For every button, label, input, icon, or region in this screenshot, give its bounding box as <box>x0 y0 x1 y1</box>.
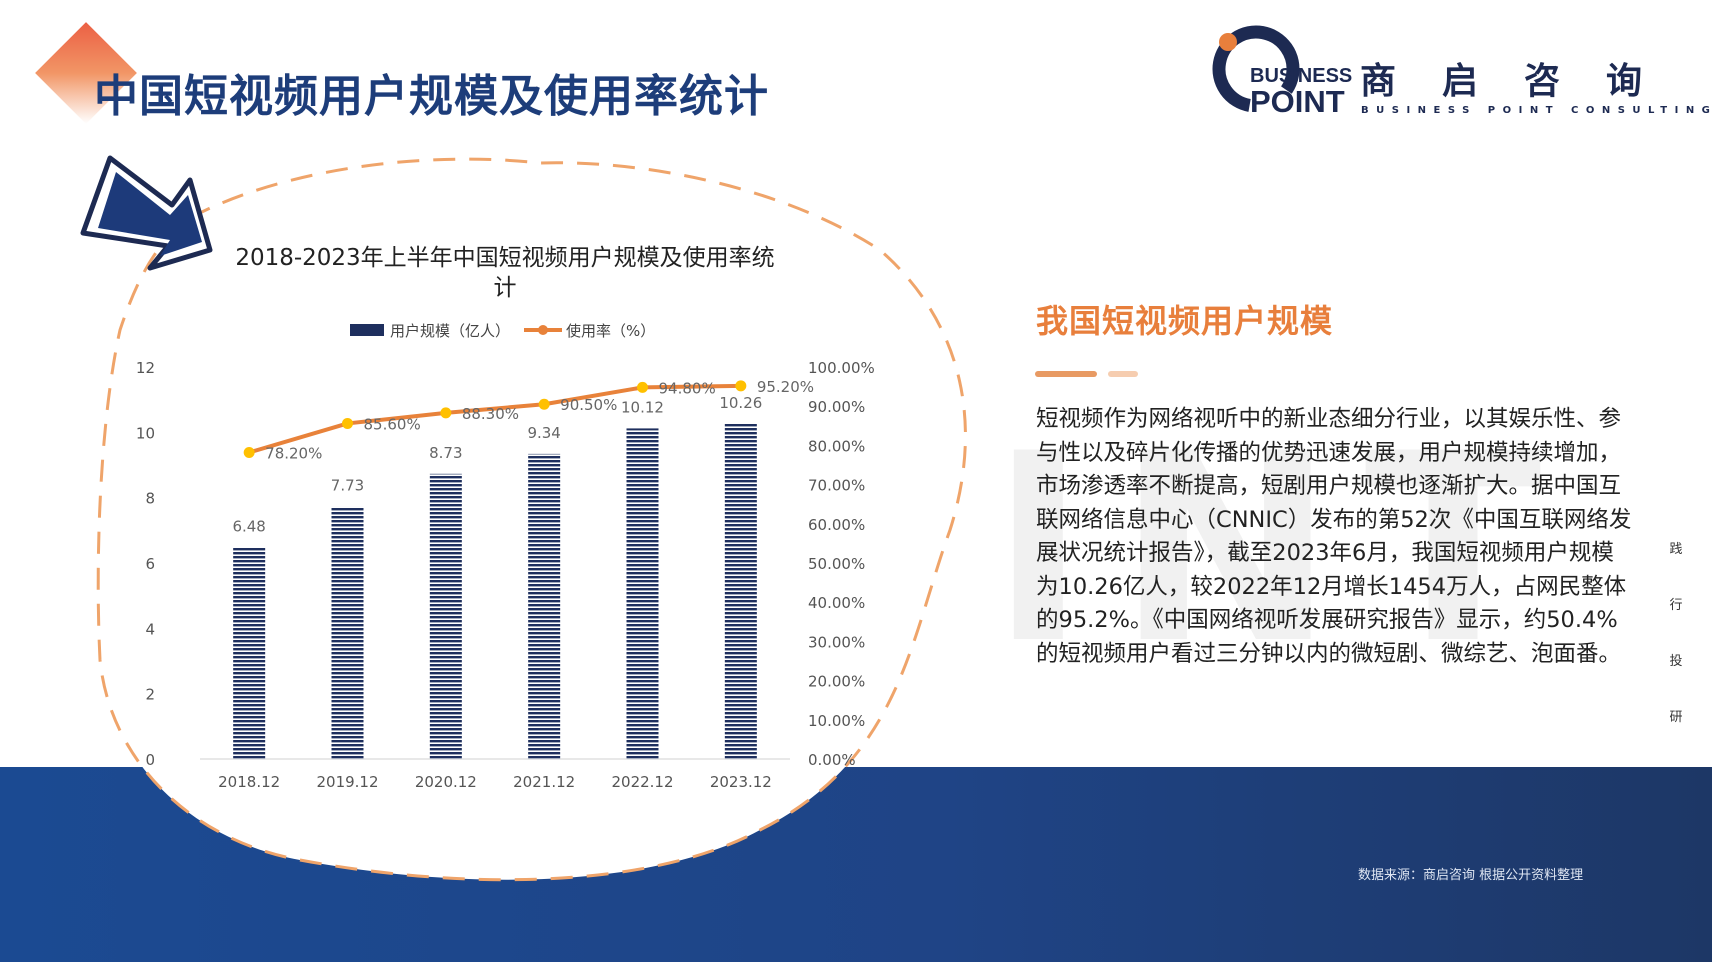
line-value-label: 94.80% <box>659 379 716 397</box>
y-right-tick-label: 30.00% <box>808 633 865 651</box>
logo-orange-dot <box>1219 33 1237 51</box>
line-value-label: 78.20% <box>265 444 322 462</box>
brand-name-cn: 商启咨询 <box>1360 61 1689 102</box>
title-underline-dark <box>1035 371 1097 377</box>
chart-plot-area: 0 2 4 6 8 10 12 0.00% 10.00% 20.00% 30.00% 40.00% 50… <box>136 359 875 791</box>
y-right-tick-label: 90.00% <box>808 398 865 416</box>
bar <box>626 428 659 759</box>
x-tick-label: 2023.12 <box>710 773 772 791</box>
line-value-label: 95.20% <box>757 378 814 396</box>
bar-value-label: 6.48 <box>232 517 265 535</box>
y-right-tick-label: 60.00% <box>808 516 865 534</box>
line-point <box>637 381 648 393</box>
y-right-tick-label: 40.00% <box>808 594 865 612</box>
bar <box>528 453 561 759</box>
legend-swatch-marker <box>538 325 548 335</box>
source-note: 数据来源：商启咨询 根据公开资料整理 <box>1358 868 1584 883</box>
watermark-text: INT <box>990 399 1572 701</box>
side-tags: 践 行 投 研 <box>1666 538 1686 762</box>
y-left-tick-label: 4 <box>145 620 155 638</box>
side-tag: 研 <box>1669 710 1683 725</box>
brand-name-en: BUSINESS POINT CONSULTING <box>1361 105 1712 116</box>
y-right-tick-label: 10.00% <box>808 712 865 730</box>
line-value-label: 90.50% <box>560 396 617 414</box>
side-tag: 行 <box>1669 598 1683 613</box>
legend-label-bar: 用户规模（亿人） <box>390 322 510 340</box>
bar-value-label: 7.73 <box>331 476 364 494</box>
bar <box>429 473 462 759</box>
bar <box>233 547 266 759</box>
y-right-tick-label: 0.00% <box>808 751 856 769</box>
line-value-label: 88.30% <box>462 405 519 423</box>
y-right-tick-label: 80.00% <box>808 437 865 455</box>
y-left-tick-label: 2 <box>145 686 155 704</box>
bar <box>331 506 364 759</box>
x-tick-label: 2019.12 <box>316 773 378 791</box>
bar-value-label: 10.26 <box>719 394 762 412</box>
legend-swatch-bar <box>350 324 384 336</box>
title-underline-light <box>1108 371 1138 377</box>
brand-logo: BUSINESS POINT <box>1212 25 1352 119</box>
side-tag: 投 <box>1669 654 1683 669</box>
line-point <box>538 398 550 410</box>
arrow-decoration-inner <box>98 172 202 256</box>
x-tick-label: 2018.12 <box>218 773 280 791</box>
x-tick-label: 2020.12 <box>415 773 477 791</box>
chart-title-line1: 2018-2023年上半年中国短视频用户规模及使用率统 <box>235 245 774 271</box>
section-body-text: 短视频作为网络视听中的新业态细分行业，以其娱乐性、参与性以及碎片化传播的优势迅速… <box>1036 406 1632 667</box>
page-title: 中国短视频用户规模及使用率统计 <box>94 71 769 122</box>
line-point <box>440 407 452 419</box>
bar <box>724 423 757 759</box>
bar-value-label: 8.73 <box>429 444 462 462</box>
legend-label-line: 使用率（%） <box>566 322 655 340</box>
line-series <box>248 383 741 455</box>
y-right-tick-label: 50.00% <box>808 555 865 573</box>
line-point <box>735 380 747 392</box>
x-tick-label: 2021.12 <box>513 773 575 791</box>
chart-legend: 用户规模（亿人） 使用率（%） <box>350 322 655 340</box>
y-right-tick-label: 70.00% <box>808 477 865 495</box>
section-title: 我国短视频用户规模 <box>1036 302 1334 340</box>
y-left-tick-label: 12 <box>136 359 155 377</box>
y-left-tick-label: 0 <box>145 751 155 769</box>
y-right-tick-label: 20.00% <box>808 673 865 691</box>
logo-line1: BUSINESS <box>1250 65 1352 87</box>
side-tag: 践 <box>1669 542 1683 557</box>
y-left-tick-label: 6 <box>145 555 155 573</box>
line-point <box>243 446 255 458</box>
x-tick-label: 2022.12 <box>611 773 673 791</box>
chart-title-line2: 计 <box>494 275 517 301</box>
line-point <box>342 417 353 429</box>
bar-value-label: 10.12 <box>621 398 664 416</box>
y-left-tick-label: 8 <box>145 490 155 508</box>
y-left-tick-label: 10 <box>136 424 155 442</box>
y-right-tick-label: 100.00% <box>808 359 875 377</box>
bar-value-label: 9.34 <box>527 424 560 442</box>
logo-line2: POINT <box>1250 84 1345 119</box>
line-value-label: 85.60% <box>364 415 421 433</box>
